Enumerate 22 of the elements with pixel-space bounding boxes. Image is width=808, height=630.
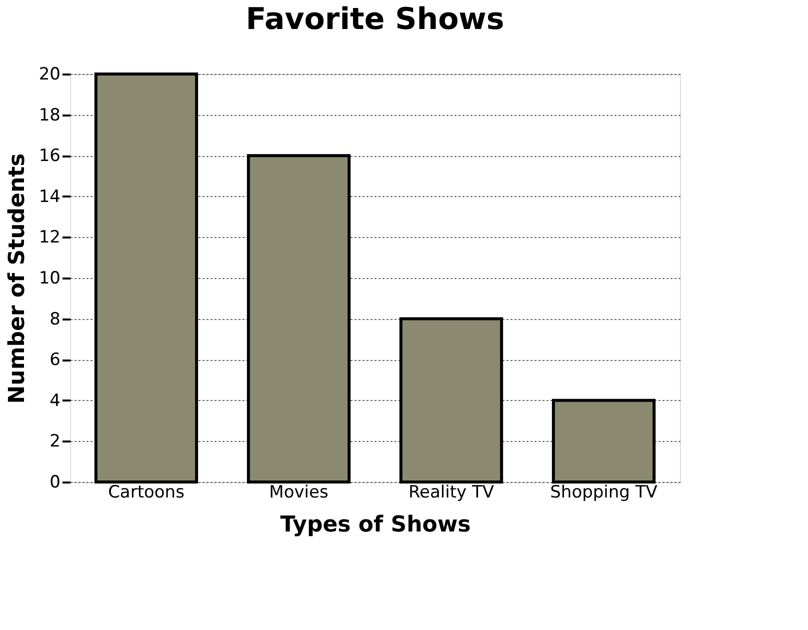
bar [552,398,656,484]
y-tick-label: 6 [50,350,60,370]
x-tick-label: Cartoons [108,482,185,502]
bar [246,154,351,484]
y-tick-label: 18 [38,105,60,126]
y-tick-label: 8 [50,309,60,330]
y-axis-title: Number of Students [4,153,30,404]
y-tick-label: 2 [50,432,60,452]
x-axis-title: Types of Shows [280,512,471,538]
y-tick-label: 10 [38,268,60,288]
chart-title: Favorite Shows [246,2,504,37]
y-tick-label: 12 [38,228,60,248]
bar [399,317,504,484]
y-tick-label: 4 [50,390,60,411]
y-tick-label: 14 [38,186,60,207]
y-tick-label: 20 [38,64,60,84]
x-tick-label: Movies [269,482,328,502]
x-tick-label: Shopping TV [550,482,658,502]
y-tick-label: 16 [38,146,60,166]
x-tick-label: Reality TV [408,482,494,502]
bar [94,72,198,484]
y-tick-label: 0 [50,472,60,492]
